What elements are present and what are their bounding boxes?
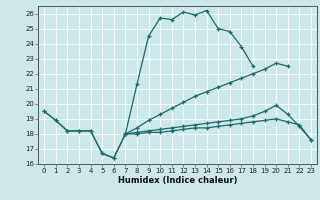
X-axis label: Humidex (Indice chaleur): Humidex (Indice chaleur) — [118, 176, 237, 185]
